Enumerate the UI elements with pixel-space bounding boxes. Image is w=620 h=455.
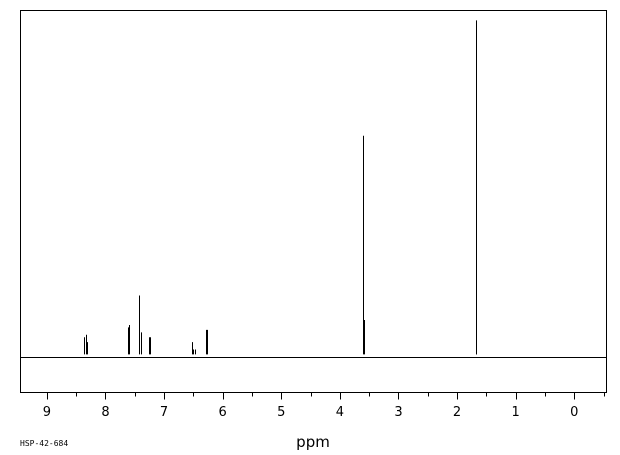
x-axis-ticks: 9 8 7 6 5 4 3 2 1 0 xyxy=(43,392,605,420)
x-tick-label: 7 xyxy=(160,405,168,420)
x-tick-label: 3 xyxy=(394,405,402,420)
x-axis-title: ppm xyxy=(296,433,330,451)
x-tick-label: 4 xyxy=(336,405,344,420)
peaks-layer xyxy=(84,20,477,355)
x-tick-label: 0 xyxy=(570,405,578,420)
x-tick-label: 2 xyxy=(453,405,461,420)
plot-frame xyxy=(20,10,607,393)
x-tick-label: 8 xyxy=(101,405,109,420)
sample-id-label: HSP-42-684 xyxy=(20,439,68,448)
x-tick-label: 5 xyxy=(277,405,285,420)
x-tick-label: 6 xyxy=(219,405,227,420)
x-tick-label: 1 xyxy=(512,405,520,420)
x-tick-label: 9 xyxy=(43,405,51,420)
